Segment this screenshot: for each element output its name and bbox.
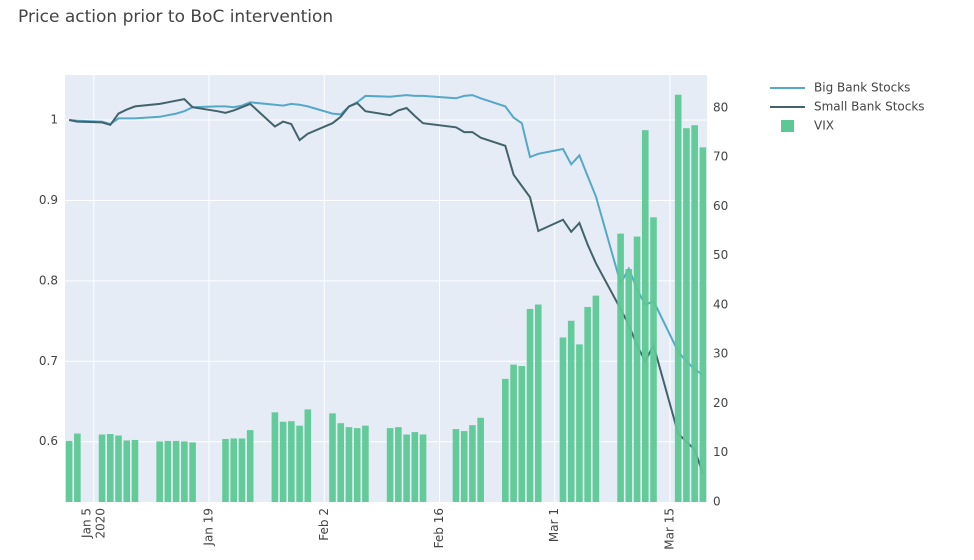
bar [641,130,649,502]
bar [617,233,624,502]
bar [271,412,279,502]
bar [230,438,238,502]
bar [156,441,163,502]
x-tick-label: Jan 19 [202,508,216,547]
bar [238,438,246,502]
bar [518,366,526,502]
y2-tick-label: 10 [713,445,728,459]
bar [411,432,419,502]
x-tick-label: Jan 5 [79,508,93,539]
bar [469,425,476,502]
bar [534,304,542,502]
bar [452,429,460,502]
x-tick-label: Mar 15 [662,508,676,550]
bar [460,431,468,502]
plot-background [65,75,707,502]
bar [222,438,229,502]
bar [502,378,509,502]
bar [559,337,567,502]
y2-tick-label: 50 [713,248,728,262]
bar [510,364,517,502]
legend-label: Big Bank Stocks [814,81,910,95]
bar [419,434,427,502]
bar [625,269,633,502]
bar [98,434,106,502]
bar [246,430,254,502]
bar [403,434,410,502]
bar [576,344,583,502]
legend-label: VIX [814,119,834,133]
bar [181,441,188,502]
y2-tick-label: 70 [713,150,728,164]
legend-swatch [781,120,794,132]
bar [304,409,312,502]
x-tick-sublabel: 2020 [93,508,107,539]
bar [674,94,682,502]
x-tick-label: Mar 1 [547,508,561,542]
bar [106,434,114,502]
bar [131,439,139,502]
bar [395,427,402,502]
bar [189,442,196,502]
y2-tick-label: 30 [713,347,728,361]
bar [123,440,131,502]
y-tick-label: 0.8 [39,273,58,287]
y2-tick-label: 60 [713,199,728,213]
y2-tick-label: 80 [713,100,728,114]
x-tick-label: Feb 2 [317,508,331,541]
bar [288,421,295,502]
chart-title: Price action prior to BoC intervention [18,7,333,27]
bar [329,413,336,502]
bar [296,425,303,502]
y-tick-label: 1 [50,113,58,127]
y2-tick-label: 0 [713,495,721,509]
bar [592,295,600,502]
x-tick-label: Feb 16 [432,508,446,548]
bar [633,236,641,502]
bar [699,147,707,502]
bar [345,427,353,502]
bar [691,125,698,502]
bar [650,217,657,503]
bar [567,320,575,502]
bar [74,433,81,502]
bar [337,423,345,502]
bar [386,428,394,502]
bar [279,421,287,502]
bar [584,306,591,502]
bar [172,440,180,502]
y-tick-label: 0.7 [39,354,58,368]
y-tick-label: 0.6 [39,434,58,448]
legend-label: Small Bank Stocks [814,100,925,114]
y-tick-label: 0.9 [39,193,58,207]
bar [115,435,122,502]
y2-tick-label: 20 [713,396,728,410]
bar [683,128,690,502]
bar [362,425,369,502]
bar [477,417,484,502]
bar [164,440,172,502]
bar [353,428,361,502]
y2-tick-label: 40 [713,297,728,311]
line [69,94,704,376]
bar [526,308,534,502]
bar [65,440,73,502]
line [68,98,704,475]
